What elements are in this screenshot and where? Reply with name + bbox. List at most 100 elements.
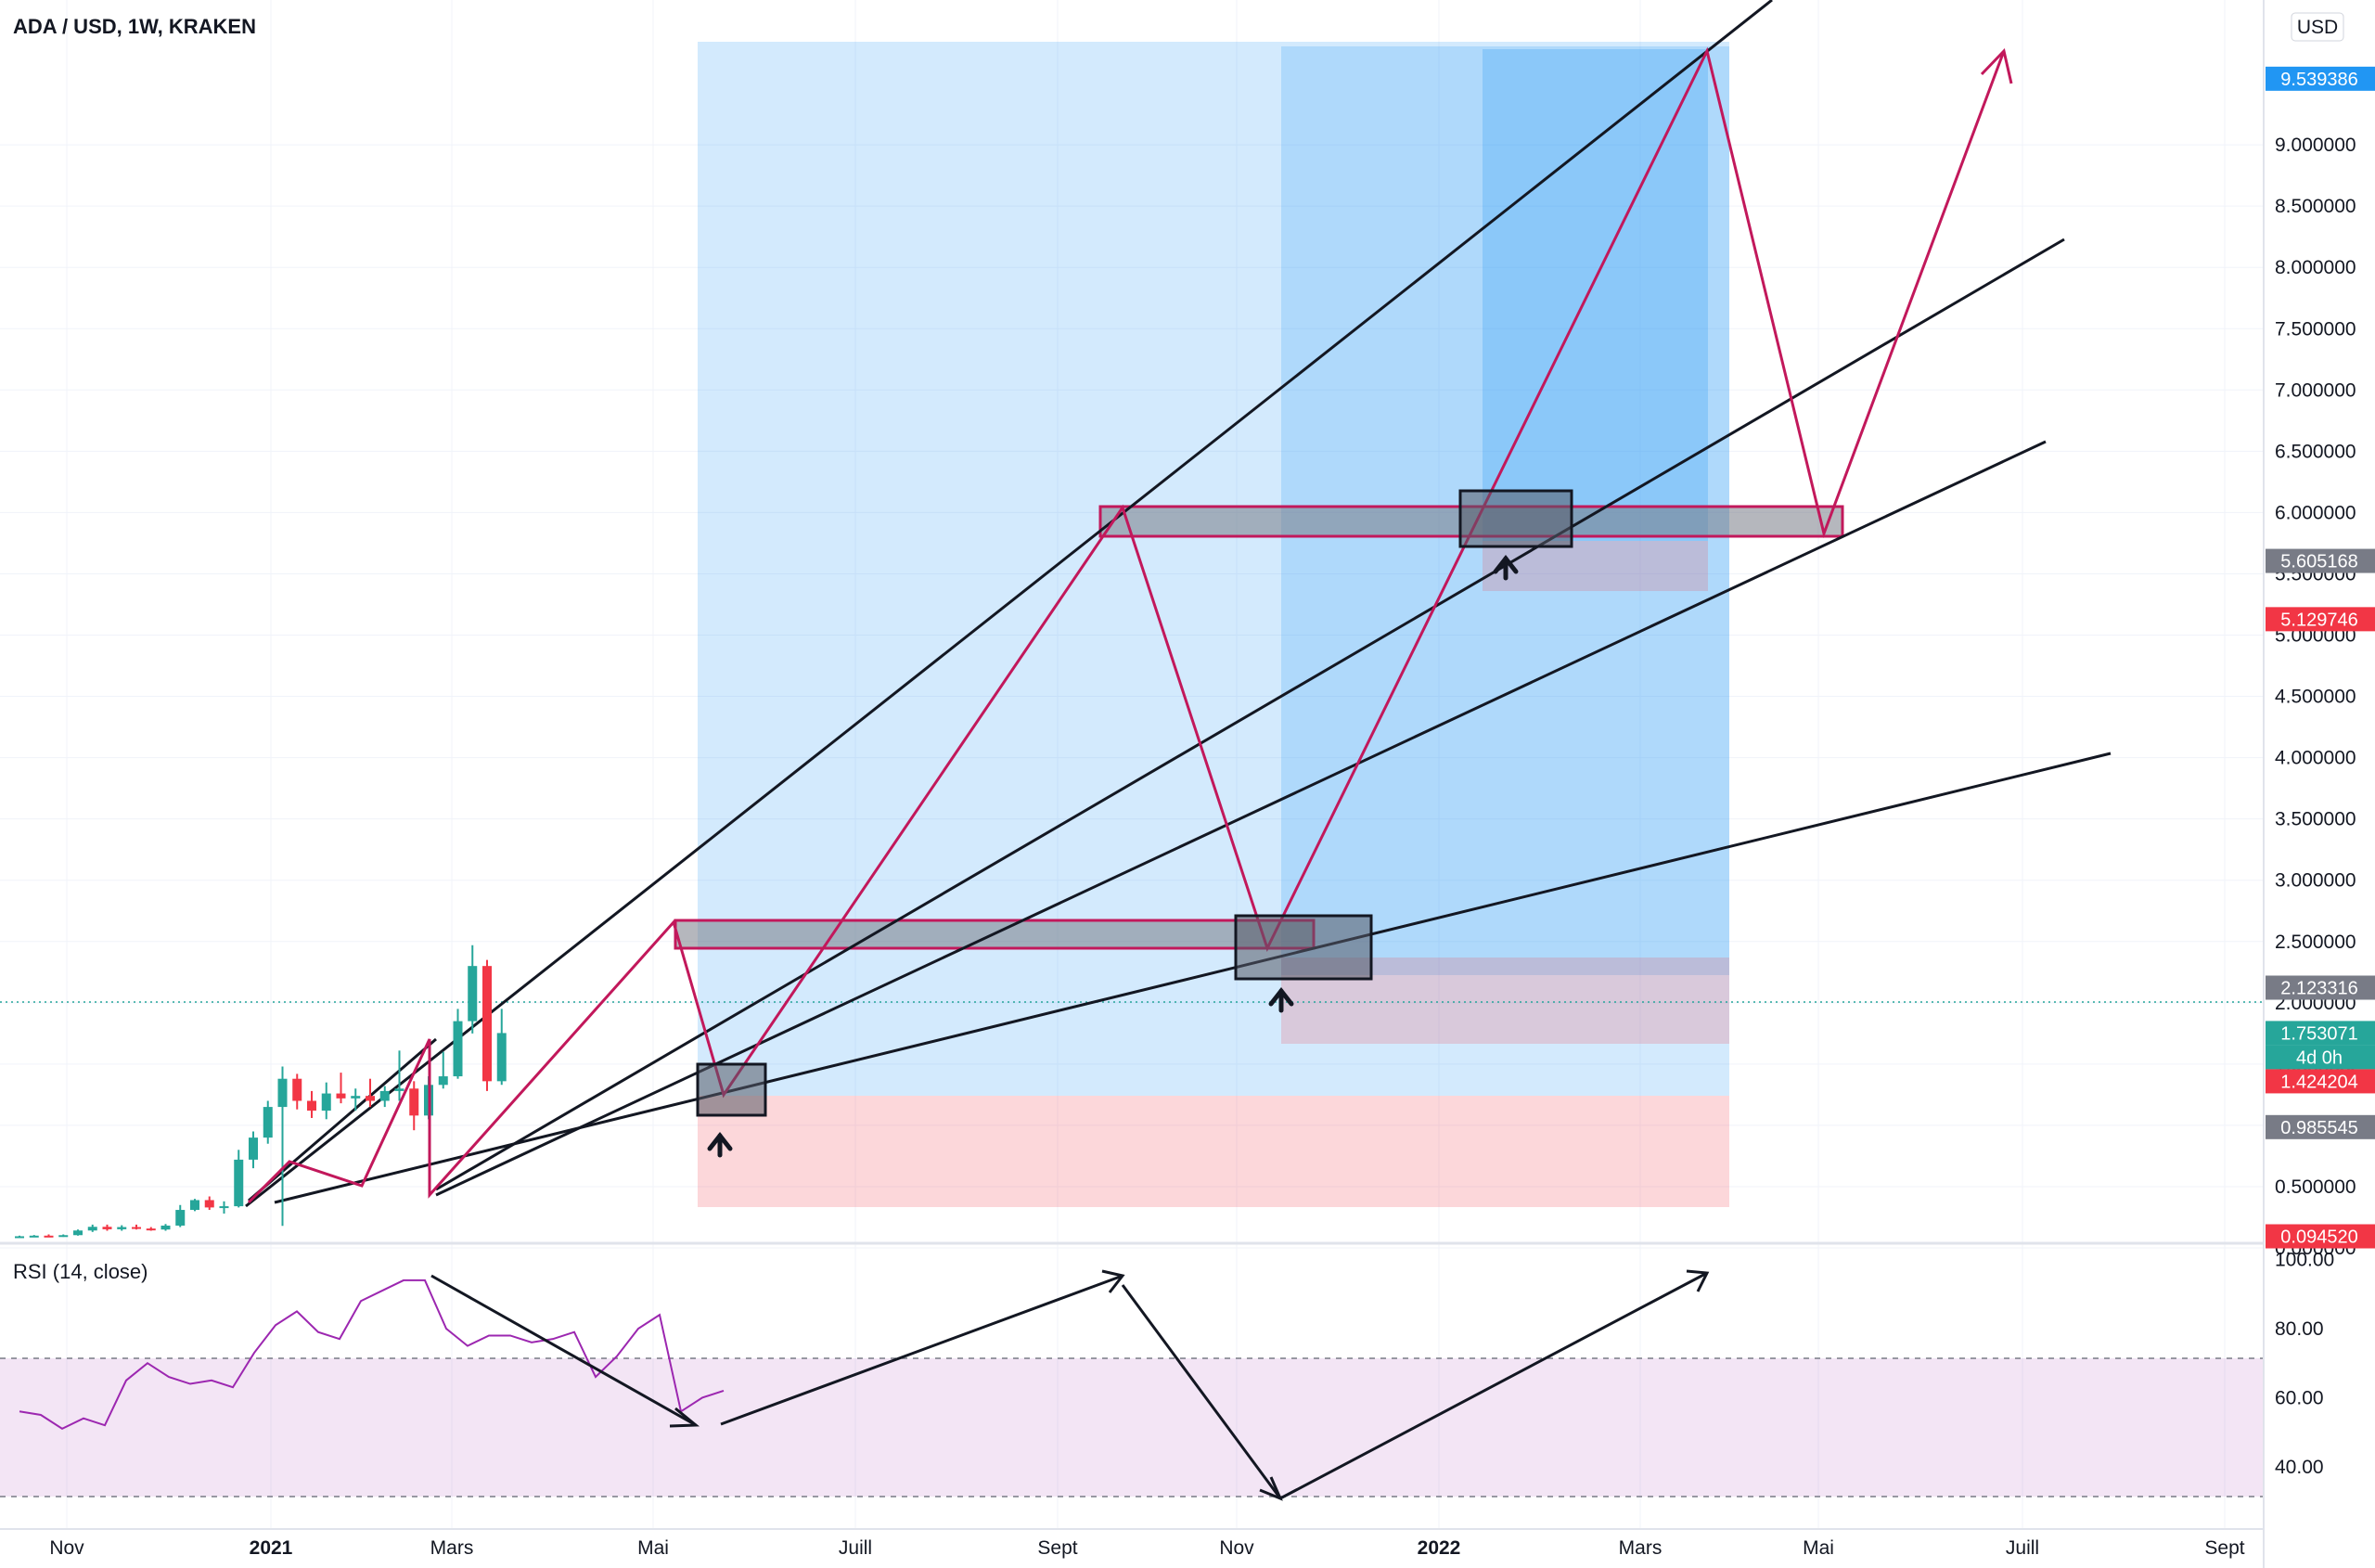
candle-body (160, 1225, 171, 1230)
candle-body (15, 1236, 24, 1239)
price-tick-label: 8.000000 (2275, 257, 2356, 278)
time-axis-label: Nov (1219, 1537, 1254, 1559)
candle-body (249, 1137, 258, 1160)
up-arrow-icon (707, 1131, 733, 1158)
up-arrow-icon (1493, 554, 1519, 581)
time-axis-label: Mai (1803, 1537, 1834, 1559)
candle-body (29, 1235, 39, 1238)
rsi-legend[interactable]: RSI (14, close) (13, 1260, 148, 1283)
svg-text:USD: USD (2297, 17, 2338, 38)
rsi-line (19, 1279, 725, 1431)
price-tick-label: 7.500000 (2275, 318, 2356, 340)
price-axis-area[interactable] (2264, 0, 2375, 1568)
buy-arrows (707, 554, 1519, 1158)
time-axis-label: Sept (1037, 1537, 1077, 1559)
time-axis-label: Juill (839, 1537, 872, 1559)
candle-body (87, 1227, 97, 1231)
candle-body (146, 1228, 156, 1231)
time-axis-label: Nov (49, 1537, 84, 1559)
rsi-panel (0, 1269, 2264, 1501)
price-badge (2266, 1045, 2375, 1070)
price-badge (2266, 548, 2375, 573)
price-badge (2266, 1114, 2375, 1139)
rsi-tick-label: 80.00 (2275, 1318, 2324, 1340)
candles (15, 945, 507, 1239)
projection-path[interactable] (247, 46, 2006, 1204)
candle-body (117, 1227, 127, 1229)
stop-zone-main[interactable] (698, 1096, 1729, 1207)
stop-zone-third[interactable] (1483, 541, 1708, 591)
trendline-upper-mid[interactable] (435, 238, 2065, 1191)
candle-body (58, 1235, 69, 1238)
candle-body (234, 1159, 244, 1207)
rsi-tick-label: 40.00 (2275, 1457, 2324, 1478)
price-tick-label: 3.500000 (2275, 809, 2356, 830)
target-zone-third[interactable] (1483, 49, 1708, 541)
price-tick-label: 0.500000 (2275, 1176, 2356, 1198)
rsi-axis-ticks: 100.00 80.00 60.00 40.00 (2275, 1250, 2334, 1478)
candle-body (468, 966, 478, 1022)
price-tick-label: 6.500000 (2275, 441, 2356, 462)
buy-box-3[interactable] (1458, 489, 1573, 548)
time-axis-label: Sept (2204, 1537, 2244, 1559)
price-badge-label: 5.129746 (2280, 610, 2357, 630)
candle-body (263, 1107, 273, 1138)
price-badge-label: 2.123316 (2280, 979, 2357, 999)
candle-body (73, 1230, 83, 1236)
price-tick-label: 2.500000 (2275, 932, 2356, 953)
candle-body (453, 1021, 463, 1077)
price-tick-label: 4.500000 (2275, 687, 2356, 708)
time-axis-label: Juill (2006, 1537, 2039, 1559)
trendline-steep[interactable] (245, 0, 1773, 1208)
price-badge-label: 0.985545 (2280, 1118, 2357, 1138)
projection-arrowhead (1980, 47, 2013, 84)
candle-body (292, 1078, 302, 1101)
price-badge (2266, 975, 2375, 1000)
candle-body (321, 1093, 331, 1112)
candle-body (409, 1088, 419, 1116)
candle-body (204, 1200, 214, 1208)
trendline-early[interactable] (248, 1037, 437, 1202)
price-badge-label: 1.753071 (2280, 1023, 2357, 1044)
candle-body (132, 1227, 141, 1229)
price-badge (2266, 1069, 2375, 1094)
price-badge-label: 5.605168 (2280, 552, 2357, 572)
symbol-legend[interactable]: ADA / USD, 1W, KRAKEN (13, 15, 256, 38)
price-badge-label: 1.424204 (2280, 1072, 2357, 1092)
buy-box-2[interactable] (1234, 914, 1373, 981)
candle-body (336, 1093, 346, 1099)
price-badge (2266, 66, 2375, 91)
price-tick-label: 4.000000 (2275, 748, 2356, 769)
price-tick-label: 9.000000 (2275, 135, 2356, 156)
time-axis-label: Mars (1619, 1537, 1662, 1559)
candle-body (496, 1033, 507, 1082)
time-axis-label: 2021 (250, 1537, 293, 1559)
currency-button[interactable]: USD (2291, 12, 2344, 42)
price-badge (2266, 1224, 2375, 1249)
price-tick-label: 8.500000 (2275, 196, 2356, 217)
time-axis-label: 2022 (1418, 1537, 1461, 1559)
candle-body (102, 1227, 112, 1229)
rsi-tick-label: 60.00 (2275, 1387, 2324, 1408)
buy-box-1[interactable] (696, 1062, 767, 1117)
trendline-base[interactable] (274, 752, 2112, 1204)
rsi-band (0, 1358, 2264, 1497)
candle-body (379, 1090, 390, 1101)
candle-body (190, 1200, 199, 1211)
price-badge-label: 9.539386 (2280, 70, 2357, 90)
price-tick-label: 7.000000 (2275, 379, 2356, 401)
price-badge-label: 4d 0h (2296, 1047, 2343, 1068)
candle-body (366, 1096, 375, 1101)
rsi-tick-label: 100.00 (2275, 1250, 2334, 1271)
candle-body (175, 1210, 186, 1226)
price-tick-label: 6.000000 (2275, 502, 2356, 523)
rsi-arrows[interactable] (430, 1269, 1710, 1501)
candle-body (307, 1100, 316, 1112)
price-badge-label: 0.094520 (2280, 1227, 2357, 1248)
long-position-zones[interactable] (698, 42, 1729, 1207)
candle-body (219, 1206, 229, 1209)
candle-body (394, 1088, 404, 1091)
candle-body (351, 1096, 361, 1099)
